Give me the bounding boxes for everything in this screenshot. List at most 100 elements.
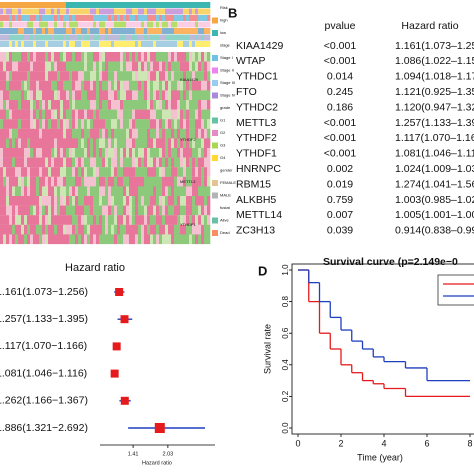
heatmap-cell [204,157,208,168]
heatmap-cell [132,61,136,72]
heatmap-cell [66,234,70,245]
heatmap-cell [153,196,157,206]
heatmap-cell [198,234,202,245]
heatmap-cell [66,215,70,225]
heatmap-cell [153,90,157,101]
heatmap-cell [111,224,115,235]
heatmap-cell [195,138,199,149]
heatmap-cell [159,224,163,235]
annotation-cell [78,28,82,34]
heatmap-cell [66,157,70,168]
heatmap-cell [57,157,61,168]
heatmap-cell [6,205,10,216]
annotation-cell [12,21,16,28]
heatmap-cell [132,100,136,110]
annotation-cell [93,2,97,8]
heatmap-cell [33,61,37,72]
heatmap-cell [9,186,13,197]
heatmap-cell [198,186,202,197]
annotation-cell [96,41,100,47]
annotation-cell [87,34,91,41]
heatmap-cell [168,196,172,206]
heatmap-cell [90,167,94,177]
heatmap-cell [105,138,109,149]
annotation-cell [192,28,196,34]
annotation-cell [36,2,40,8]
heatmap-cell [75,52,79,62]
heatmap-cell [144,71,148,81]
heatmap-cell [123,61,127,72]
heatmap-cell [24,71,28,81]
annotation-cell [183,2,187,8]
heatmap-cell [87,205,91,216]
heatmap-cell [96,205,100,216]
annotation-cell [42,21,46,28]
annotation-cell [66,41,70,47]
heatmap-cell [54,176,58,187]
heatmap-cell [0,157,4,168]
heatmap-cell [120,215,124,225]
heatmap-cell [84,234,88,245]
heatmap-cell [114,215,118,225]
heatmap-cell [120,196,124,206]
heatmap-cell [30,234,34,245]
heatmap-cell [75,109,79,120]
heatmap-cell [9,52,13,62]
heatmap-cell [66,128,70,139]
heatmap-cell [0,109,4,120]
annotation-cell [60,15,64,21]
heatmap-cell [207,80,211,91]
heatmap-cell [75,119,79,129]
heatmap-cell [162,52,166,62]
heatmap-cell [162,176,166,187]
heatmap-cell [189,205,193,216]
annotation-cell [0,15,4,21]
x-tick-label: 8 [467,438,472,448]
heatmap-cell [99,90,103,101]
heatmap-cell [87,148,91,158]
heatmap-cell [21,52,25,62]
gene-name: YTHDF1 [236,148,277,160]
heatmap-cell [141,90,145,101]
heatmap-cell [93,176,97,187]
annotation-cell [108,41,112,47]
heatmap-cell [81,234,85,245]
heatmap-cell [204,186,208,197]
annotation-cell [81,2,85,8]
annotation-cell [6,8,10,15]
heatmap-cell [81,176,85,187]
annotation-cell [33,21,37,28]
heatmap-cell [198,176,202,187]
heatmap-cell [132,205,136,216]
heatmap-cell [18,224,22,235]
heatmap-cell [93,52,97,62]
heatmap-cell [18,215,22,225]
heatmap-cell [6,196,10,206]
annotation-cell [9,28,13,34]
heatmap-cell [147,52,151,62]
annotation-cell [135,28,139,34]
heatmap-cell [102,109,106,120]
annotation-cell [69,28,73,34]
heatmap-cell [108,186,112,197]
annotation-cell [108,21,112,28]
heatmap-cell [45,148,49,158]
hr-label: 1.886(1.321−2.692) [0,422,88,434]
heatmap-cell [186,90,190,101]
annotation-cell [78,41,82,47]
heatmap-cell [150,128,154,139]
heatmap-cell [138,109,142,120]
heatmap-cell [177,61,181,72]
heatmap-cell [54,119,58,129]
heatmap-cell [96,128,100,139]
heatmap-cell [75,205,79,216]
heatmap-cell [162,205,166,216]
heatmap-cell [150,61,154,72]
annotation-cell [171,34,175,41]
heatmap-cell [81,196,85,206]
legend-swatch [212,230,218,236]
heatmap-cell [180,167,184,177]
heatmap-cell [180,148,184,158]
annotation-cell [15,28,19,34]
annotation-cell [18,15,22,21]
